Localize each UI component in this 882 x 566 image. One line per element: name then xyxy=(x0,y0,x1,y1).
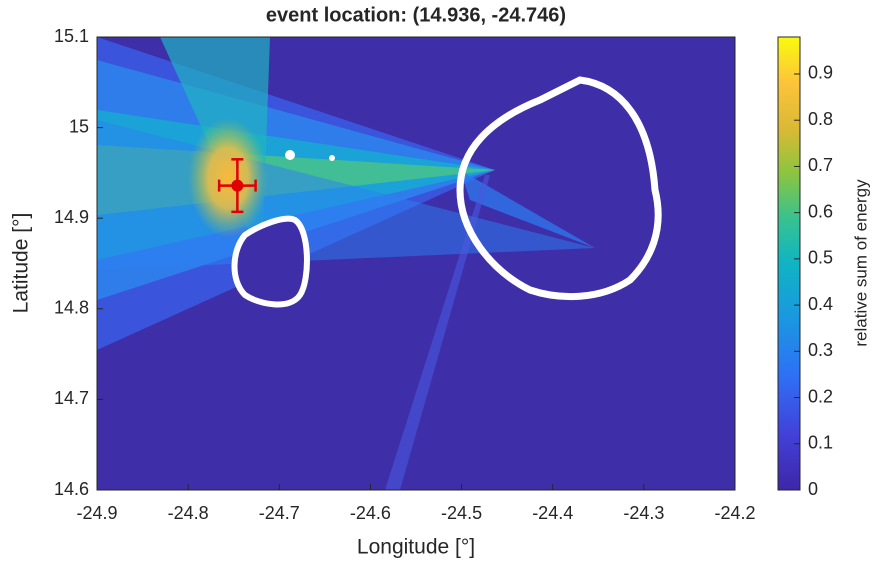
y-tick-label: 15 xyxy=(69,116,89,136)
y-axis-label: Latitude [°] xyxy=(10,213,33,314)
colorbar xyxy=(777,36,801,491)
colorbar-label: relative sum of energy xyxy=(851,179,870,347)
colorbar-tick-label: 0.5 xyxy=(808,248,833,268)
colorbar-tick-label: 0.6 xyxy=(808,201,833,221)
y-tick-label: 14.6 xyxy=(54,479,89,499)
x-tick-label: -24.7 xyxy=(259,503,300,523)
colorbar-tick-label: 0.2 xyxy=(808,386,833,406)
x-tick-label: -24.5 xyxy=(441,503,482,523)
x-axis-label: Longitude [°] xyxy=(357,536,475,559)
event-point xyxy=(231,179,244,192)
colorbar-tick-label: 0.1 xyxy=(808,433,833,453)
plot-frame xyxy=(96,36,736,491)
x-tick-label: -24.3 xyxy=(623,503,664,523)
colorbar-tick-label: 0.8 xyxy=(808,109,833,129)
y-tick-label: 14.8 xyxy=(54,298,89,318)
colorbar-tick-label: 0.9 xyxy=(808,63,833,83)
chart-title: event location: (14.936, -24.746) xyxy=(266,4,566,26)
y-tick-label: 15.1 xyxy=(54,26,89,46)
colorbar-tick-label: 0.7 xyxy=(808,155,833,175)
x-tick-label: -24.9 xyxy=(76,503,117,523)
colorbar-tick-label: 0.3 xyxy=(808,340,833,360)
colorbar-tick-label: 0 xyxy=(808,479,818,499)
x-tick-label: -24.8 xyxy=(168,503,209,523)
x-tick-label: -24.2 xyxy=(714,503,755,523)
energy-field xyxy=(97,37,735,490)
y-tick-label: 14.7 xyxy=(54,388,89,408)
colorbar-tick-label: 0.4 xyxy=(808,294,833,314)
x-tick-label: -24.6 xyxy=(350,503,391,523)
x-tick-label: -24.4 xyxy=(532,503,573,523)
y-tick-label: 14.9 xyxy=(54,207,89,227)
